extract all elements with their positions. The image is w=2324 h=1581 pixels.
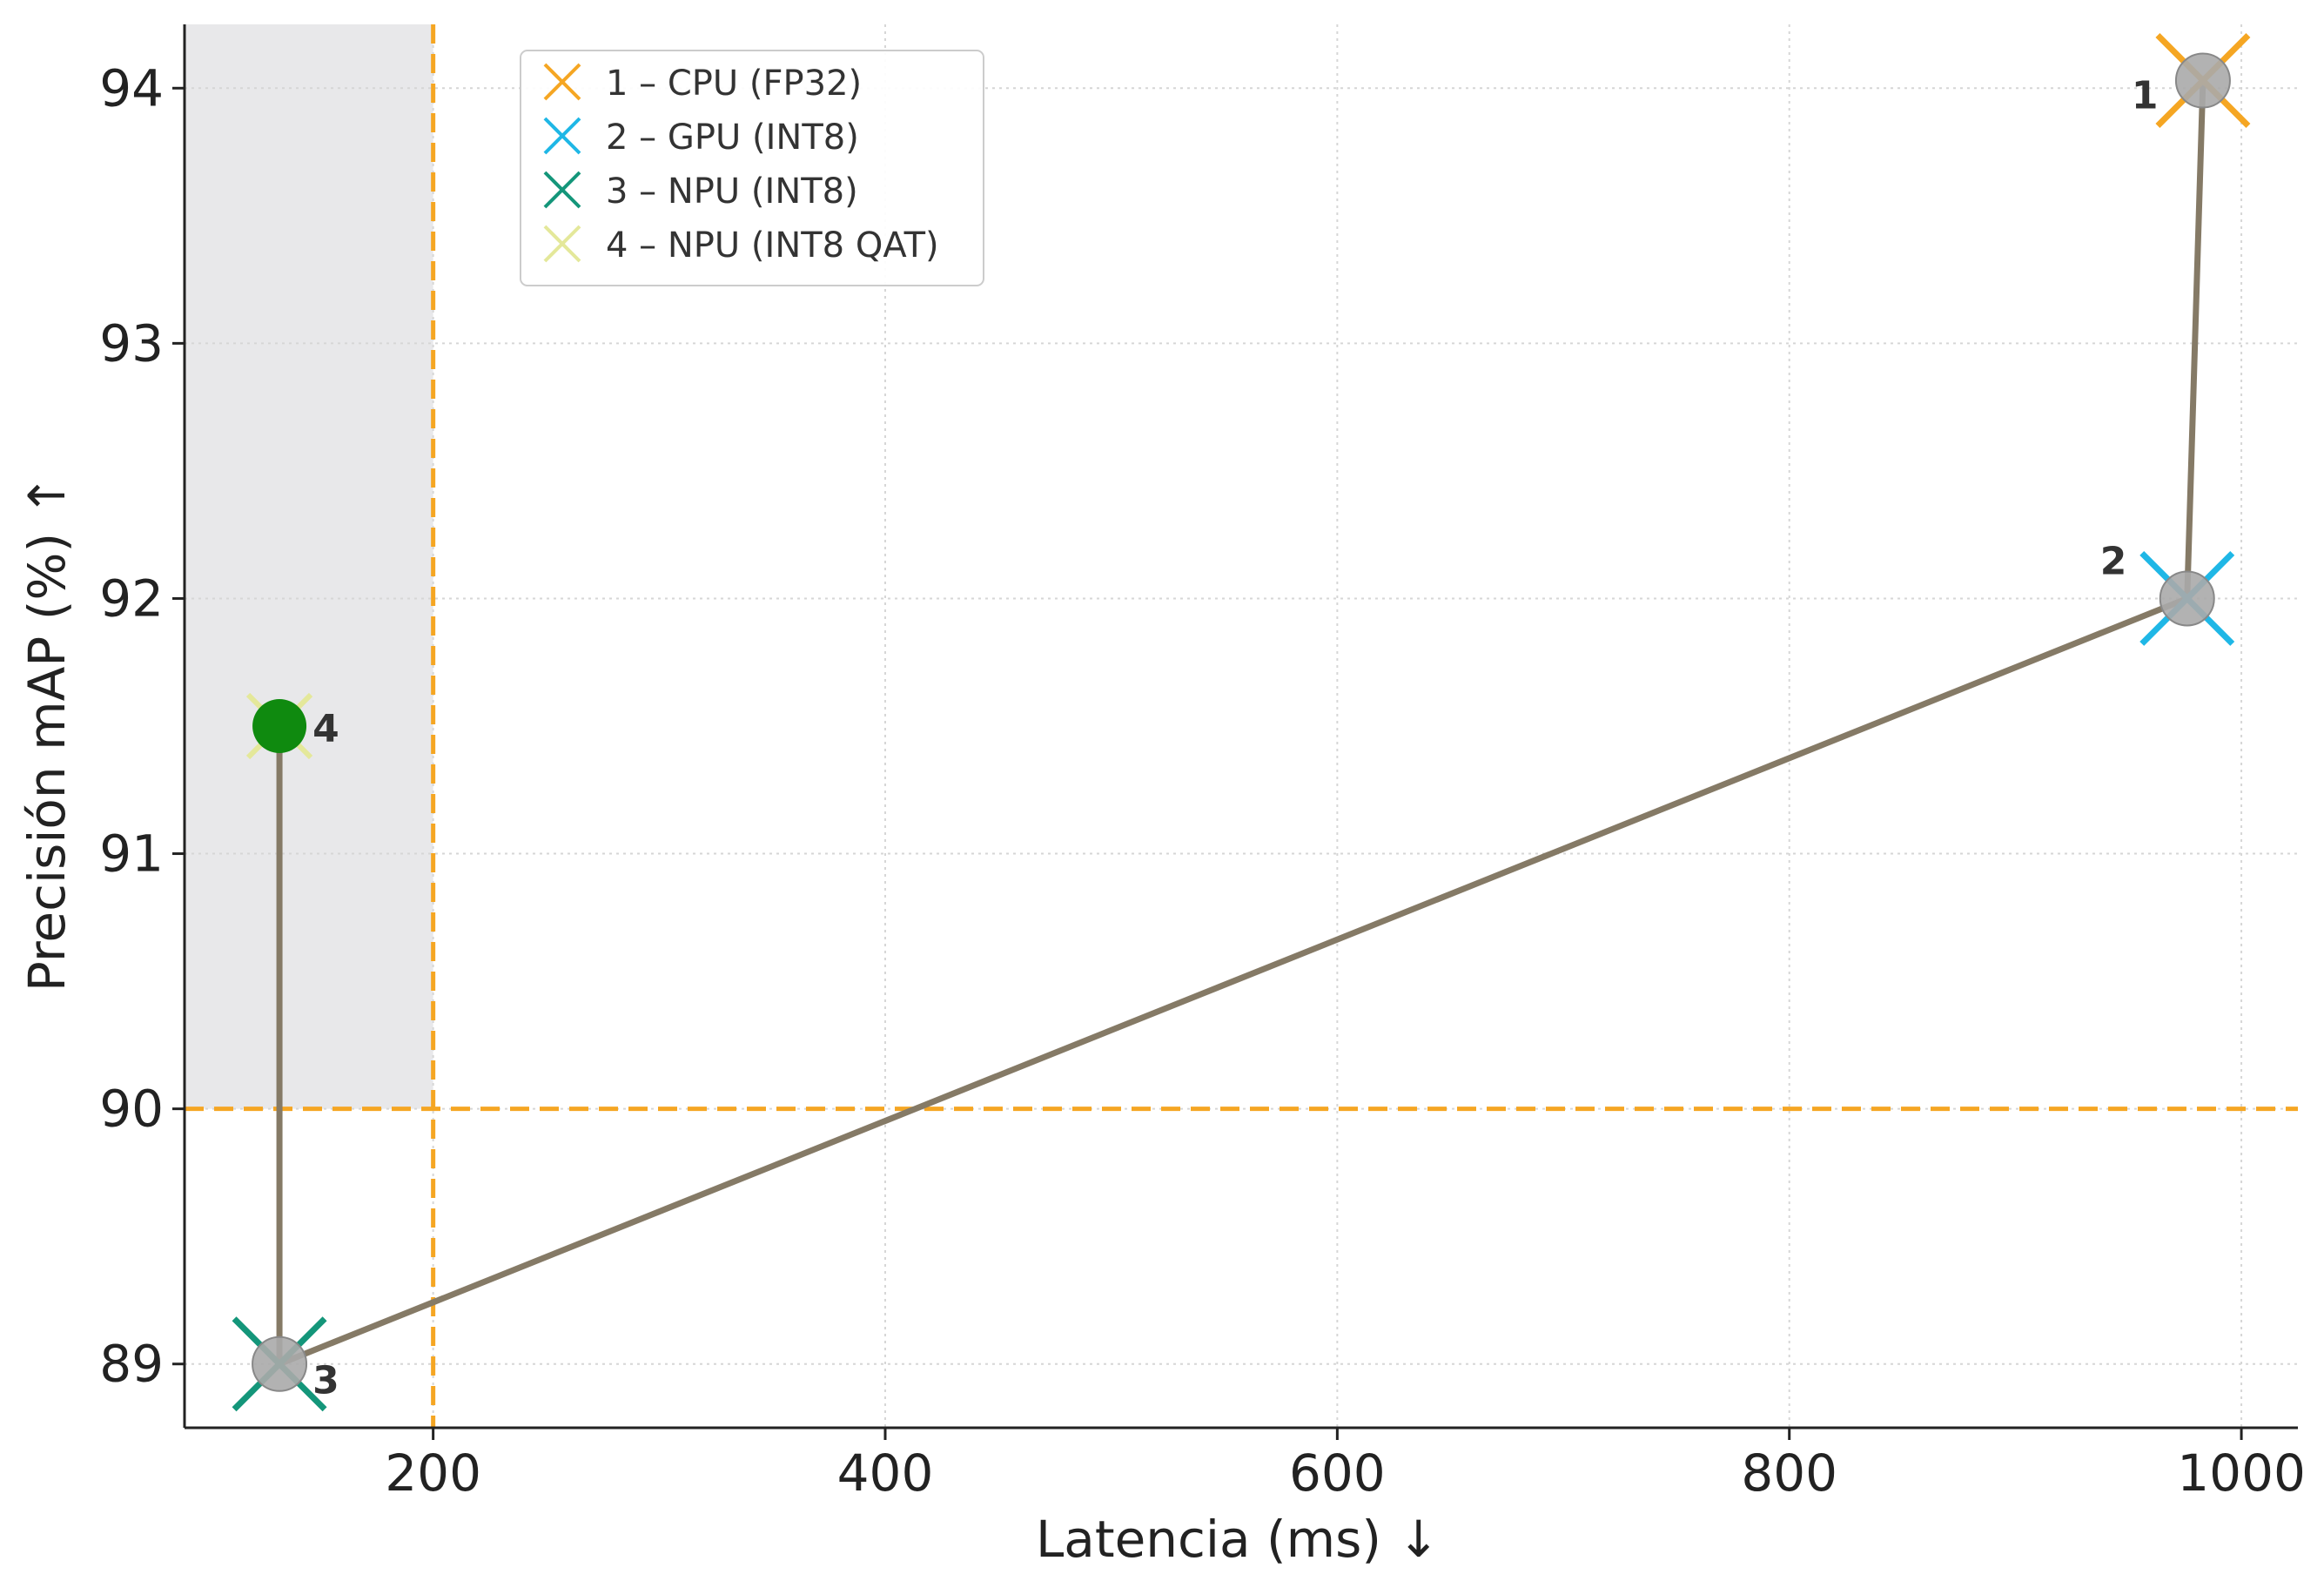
y-tick-label: 90 [99, 1080, 164, 1139]
data-point-1: 1 [2132, 33, 2251, 128]
legend-1-text: 1 – CPU (FP32) [606, 64, 862, 104]
x-tick-label: 400 [837, 1443, 934, 1503]
y-tick-label: 94 [99, 58, 164, 118]
point-3-label: 3 [312, 1359, 339, 1403]
legend-item-2: 2 – GPU (INT8) [543, 117, 859, 158]
feasible-region [185, 24, 433, 1109]
point-1-label: 1 [2132, 73, 2159, 118]
legend-1-marker-b [543, 63, 581, 101]
y-tick-label: 92 [99, 568, 164, 628]
legend-item-1: 1 – CPU (FP32) [543, 63, 862, 104]
connector-path [276, 80, 2206, 1368]
x-tick-label: 800 [1741, 1443, 1837, 1503]
legend-4-text: 4 – NPU (INT8 QAT) [606, 225, 939, 266]
point-1-dot [2174, 52, 2231, 109]
point-4-dot [252, 699, 307, 753]
x-tick-label: 200 [385, 1443, 481, 1503]
x-axis-label: Latencia (ms) ↓ [1036, 1510, 1440, 1569]
point-2-dot [2159, 570, 2215, 627]
point-4-label: 4 [312, 707, 339, 751]
x-tick-label: 600 [1289, 1443, 1386, 1503]
legend-item-3: 3 – NPU (INT8) [543, 171, 858, 212]
data-point-4: 4 [245, 692, 339, 760]
legend-2-text: 2 – GPU (INT8) [606, 118, 859, 158]
legend-item-4: 4 – NPU (INT8 QAT) [543, 225, 939, 266]
y-tick-label: 93 [99, 313, 164, 373]
point-2-label: 2 [2100, 539, 2127, 583]
data-point-3: 3 [232, 1316, 339, 1412]
y-tick-label: 91 [99, 824, 164, 884]
y-tick-label: 89 [99, 1335, 164, 1394]
x-tick-label: 1000 [2177, 1443, 2306, 1503]
legend-3-text: 3 – NPU (INT8) [606, 172, 858, 212]
legend-2-marker-b [543, 117, 581, 155]
y-axis-label: Precisión mAP (%) ↑ [17, 474, 77, 992]
data-point-2: 2 [2100, 539, 2235, 646]
legend-4-marker-b [543, 225, 581, 263]
legend-box [520, 50, 984, 286]
point-3-dot [252, 1335, 308, 1392]
legend-3-marker-b [543, 171, 581, 209]
